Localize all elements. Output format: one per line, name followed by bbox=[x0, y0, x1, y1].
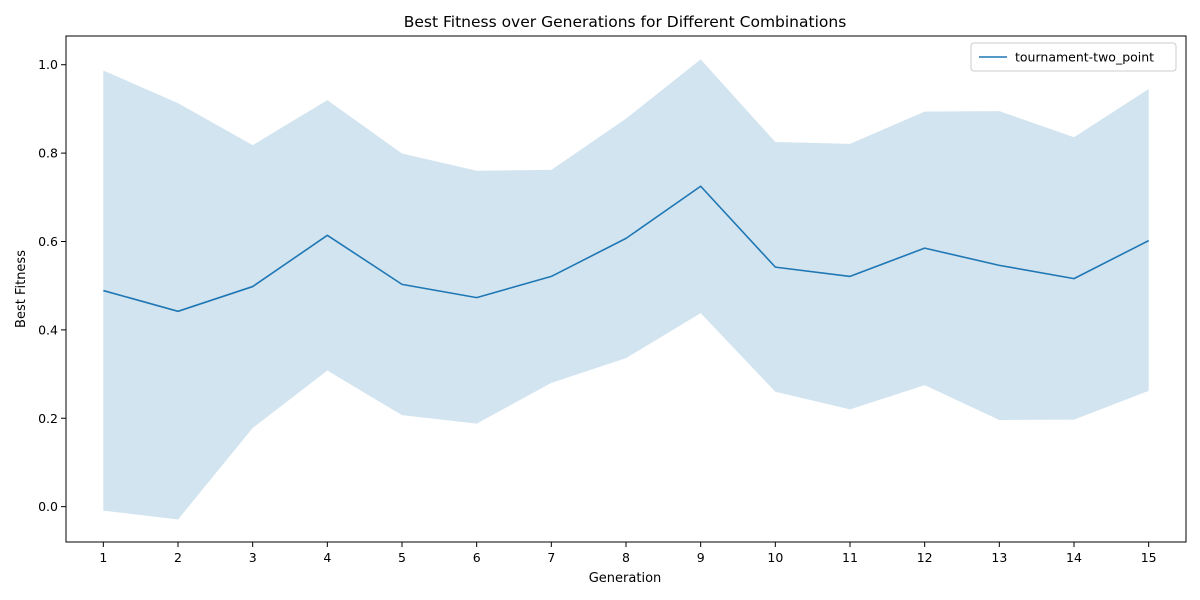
legend-label: tournament-two_point bbox=[1015, 50, 1154, 65]
x-tick-label: 12 bbox=[917, 550, 933, 565]
x-tick-label: 9 bbox=[697, 550, 705, 565]
x-tick-label: 6 bbox=[473, 550, 481, 565]
y-tick-label: 0.4 bbox=[38, 322, 58, 337]
x-axis-title: Generation bbox=[589, 571, 662, 586]
x-tick-label: 1 bbox=[99, 550, 107, 565]
x-tick-label: 3 bbox=[249, 550, 257, 565]
y-tick-label: 0.0 bbox=[38, 499, 58, 514]
chart-title: Best Fitness over Generations for Differ… bbox=[404, 13, 847, 31]
x-tick-label: 11 bbox=[842, 550, 858, 565]
x-tick-label: 7 bbox=[547, 550, 555, 565]
x-tick-label: 13 bbox=[991, 550, 1007, 565]
y-tick-label: 0.2 bbox=[38, 411, 58, 426]
x-tick-label: 2 bbox=[174, 550, 182, 565]
y-tick-label: 0.8 bbox=[38, 146, 58, 161]
y-axis-title: Best Fitness bbox=[14, 250, 29, 328]
legend-box bbox=[970, 42, 1177, 72]
x-tick-label: 8 bbox=[622, 550, 630, 565]
legend: tournament-two_point bbox=[970, 42, 1177, 72]
x-tick-label: 14 bbox=[1066, 550, 1082, 565]
x-tick-label: 5 bbox=[398, 550, 406, 565]
x-tick-label: 15 bbox=[1141, 550, 1157, 565]
x-tick-label: 4 bbox=[323, 550, 331, 565]
x-tick-label: 10 bbox=[767, 550, 783, 565]
plot-area: 1 2 3 4 5 6 7 8 9 10 11 12 13 14 150.00.20.40.60.81.0 bbox=[38, 35, 1187, 565]
confidence-band bbox=[103, 59, 1149, 520]
y-tick-label: 0.6 bbox=[38, 234, 58, 249]
y-tick-label: 1.0 bbox=[38, 57, 58, 72]
